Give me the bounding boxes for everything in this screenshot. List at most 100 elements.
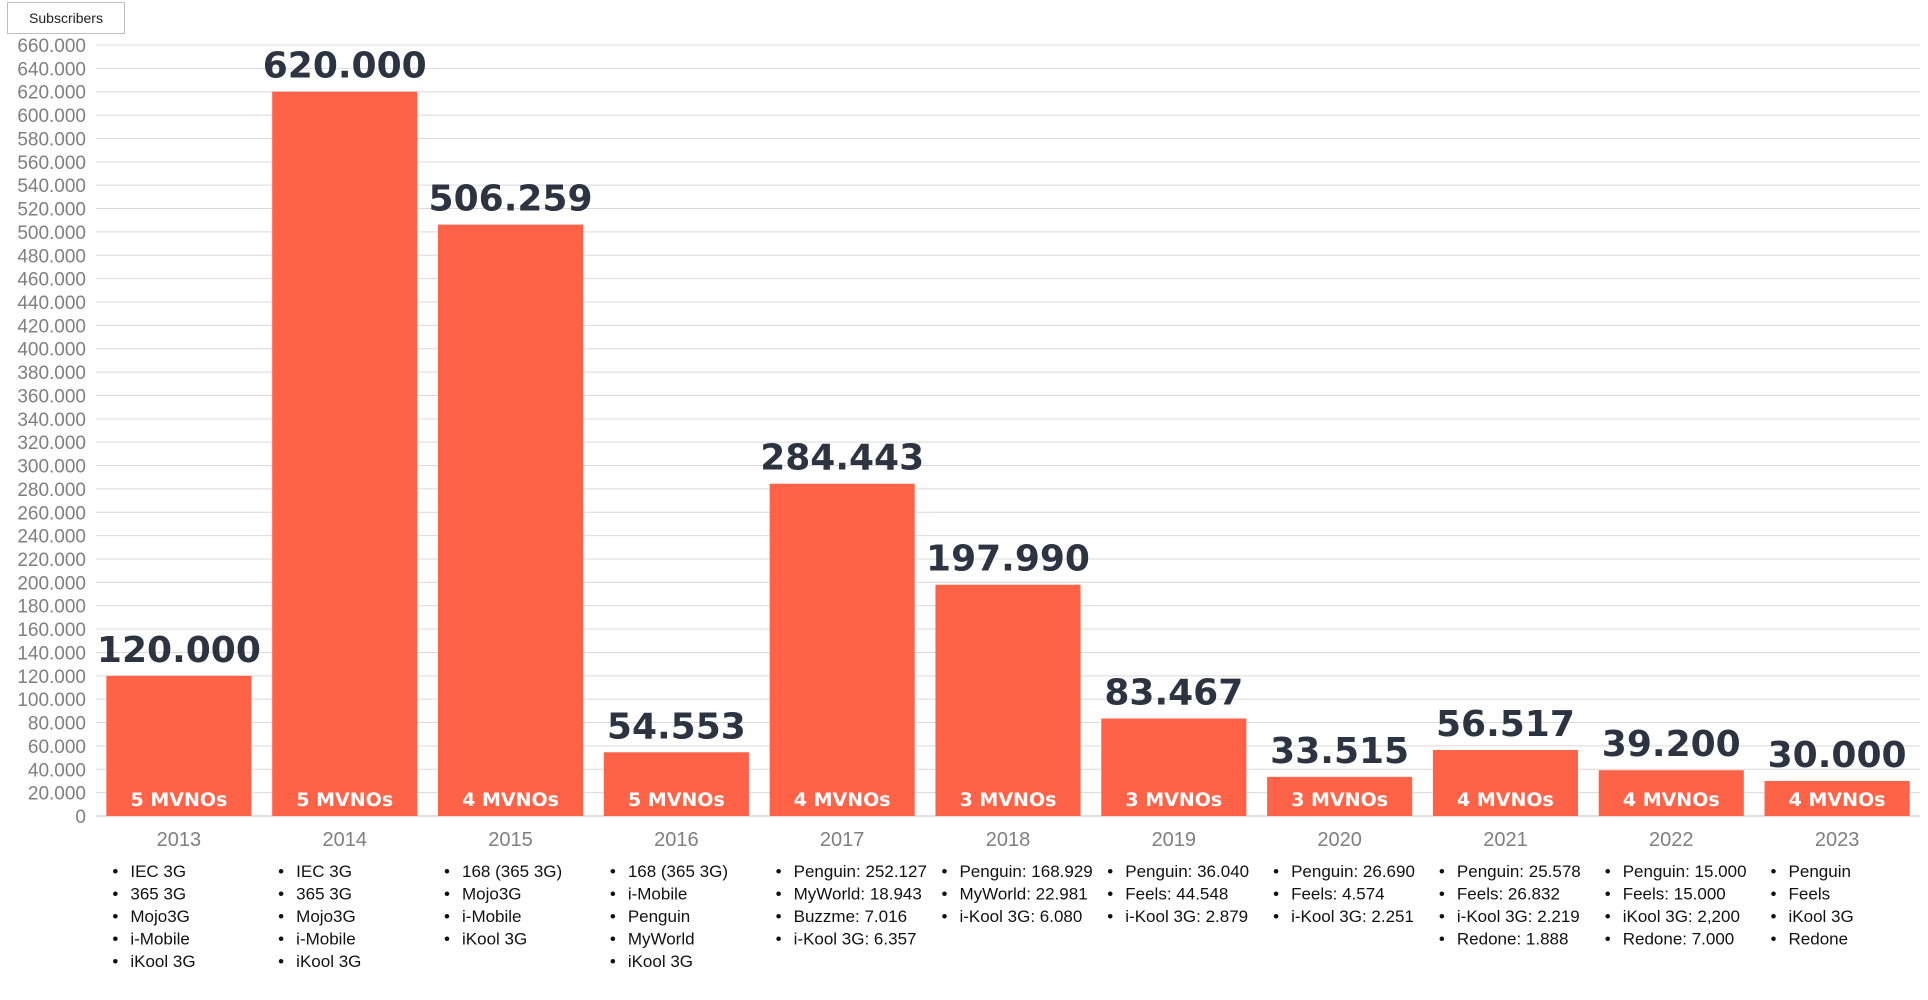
bar bbox=[935, 584, 1081, 816]
x-tick-label: 2018 bbox=[986, 829, 1031, 851]
y-tick-label: 0 bbox=[75, 807, 86, 828]
note-bullet: • bbox=[1439, 862, 1445, 881]
bar-mvno-label: 5 MVNOs bbox=[296, 789, 393, 811]
y-tick-label: 140.000 bbox=[17, 643, 86, 664]
note-bullet: • bbox=[776, 885, 782, 904]
note-bullet: • bbox=[776, 862, 782, 881]
note-item: Redone: 7.000 bbox=[1623, 930, 1735, 949]
note-bullet: • bbox=[1273, 885, 1279, 904]
note-item: i-Mobile bbox=[628, 885, 688, 904]
data-label: 120.000 bbox=[97, 630, 261, 671]
note-bullet: • bbox=[1771, 907, 1777, 926]
data-label: 39.200 bbox=[1602, 724, 1741, 765]
note-bullet: • bbox=[444, 907, 450, 926]
note-item: i-Kool 3G: 2.251 bbox=[1291, 907, 1414, 926]
x-tick-label: 2015 bbox=[488, 829, 533, 851]
note-item: Buzzme: 7.016 bbox=[794, 907, 907, 926]
data-label: 197.990 bbox=[926, 539, 1090, 580]
note-bullet: • bbox=[941, 862, 947, 881]
y-tick-label: 160.000 bbox=[17, 620, 86, 641]
note-bullet: • bbox=[278, 952, 284, 971]
y-tick-label: 220.000 bbox=[17, 550, 86, 571]
note-bullet: • bbox=[112, 930, 118, 949]
note-bullet: • bbox=[1605, 862, 1611, 881]
note-item: Penguin: 15.000 bbox=[1623, 862, 1747, 881]
bar-mvno-label: 4 MVNOs bbox=[462, 789, 559, 811]
x-tick-label: 2016 bbox=[654, 829, 699, 851]
bar-mvno-label: 3 MVNOs bbox=[1291, 789, 1388, 811]
y-tick-label: 560.000 bbox=[17, 153, 86, 174]
note-item: iKool 3G bbox=[1789, 907, 1854, 926]
legend-label: Subscribers bbox=[29, 10, 103, 26]
note-bullet: • bbox=[1273, 907, 1279, 926]
x-tick-label: 2021 bbox=[1483, 829, 1528, 851]
bar bbox=[438, 224, 584, 817]
y-tick-label: 320.000 bbox=[17, 433, 86, 454]
y-tick-label: 440.000 bbox=[17, 293, 86, 314]
note-bullet: • bbox=[112, 952, 118, 971]
note-item: Penguin: 252.127 bbox=[794, 862, 927, 881]
note-item: Penguin bbox=[628, 907, 690, 926]
note-bullet: • bbox=[1439, 885, 1445, 904]
x-tick-label: 2017 bbox=[820, 829, 865, 851]
y-tick-label: 340.000 bbox=[17, 410, 86, 431]
note-bullet: • bbox=[444, 862, 450, 881]
note-item: Mojo3G bbox=[296, 907, 356, 926]
note-item: i-Mobile bbox=[462, 907, 522, 926]
y-tick-label: 660.000 bbox=[17, 36, 86, 57]
note-item: Feels bbox=[1789, 885, 1831, 904]
bar bbox=[603, 752, 749, 816]
note-item: Penguin: 168.929 bbox=[959, 862, 1092, 881]
note-bullet: • bbox=[1771, 885, 1777, 904]
note-bullet: • bbox=[444, 885, 450, 904]
note-item: IEC 3G bbox=[130, 862, 186, 881]
y-tick-label: 400.000 bbox=[17, 340, 86, 361]
y-tick-label: 380.000 bbox=[17, 363, 86, 384]
y-tick-label: 260.000 bbox=[17, 503, 86, 524]
bar bbox=[769, 483, 915, 816]
note-item: i-Kool 3G: 6.357 bbox=[794, 930, 917, 949]
x-tick-label: 2013 bbox=[157, 829, 202, 851]
bar bbox=[1101, 718, 1247, 816]
bar bbox=[1432, 749, 1578, 816]
note-bullet: • bbox=[278, 862, 284, 881]
note-bullet: • bbox=[1439, 907, 1445, 926]
note-bullet: • bbox=[1605, 907, 1611, 926]
note-item: Mojo3G bbox=[462, 885, 522, 904]
note-item: Penguin: 26.690 bbox=[1291, 862, 1415, 881]
note-item: i-Mobile bbox=[296, 930, 356, 949]
note-bullet: • bbox=[112, 885, 118, 904]
note-bullet: • bbox=[610, 885, 616, 904]
note-bullet: • bbox=[610, 862, 616, 881]
y-tick-label: 580.000 bbox=[17, 129, 86, 150]
x-tick-label: 2022 bbox=[1649, 829, 1694, 851]
note-item: iKool 3G bbox=[296, 952, 361, 971]
note-bullet: • bbox=[1107, 907, 1113, 926]
note-item: 168 (365 3G) bbox=[628, 862, 728, 881]
y-tick-label: 600.000 bbox=[17, 106, 86, 127]
data-label: 506.259 bbox=[429, 179, 593, 220]
note-item: Feels: 4.574 bbox=[1291, 885, 1385, 904]
note-bullet: • bbox=[941, 907, 947, 926]
y-tick-label: 280.000 bbox=[17, 480, 86, 501]
note-item: Feels: 15.000 bbox=[1623, 885, 1726, 904]
note-item: 365 3G bbox=[296, 885, 352, 904]
note-item: iKool 3G: 2,200 bbox=[1623, 907, 1740, 926]
note-bullet: • bbox=[1771, 862, 1777, 881]
note-item: Feels: 26.832 bbox=[1457, 885, 1560, 904]
note-bullet: • bbox=[776, 907, 782, 926]
note-bullet: • bbox=[278, 885, 284, 904]
note-item: Penguin: 25.578 bbox=[1457, 862, 1581, 881]
data-label: 284.443 bbox=[760, 438, 924, 479]
note-item: i-Mobile bbox=[130, 930, 190, 949]
data-label: 56.517 bbox=[1436, 704, 1575, 745]
note-item: 365 3G bbox=[130, 885, 186, 904]
note-item: iKool 3G bbox=[462, 930, 527, 949]
note-item: i-Kool 3G: 2.219 bbox=[1457, 907, 1580, 926]
bar-mvno-label: 4 MVNOs bbox=[794, 789, 891, 811]
note-item: iKool 3G bbox=[130, 952, 195, 971]
y-tick-label: 200.000 bbox=[17, 573, 86, 594]
note-item: i-Kool 3G: 2.879 bbox=[1125, 907, 1248, 926]
